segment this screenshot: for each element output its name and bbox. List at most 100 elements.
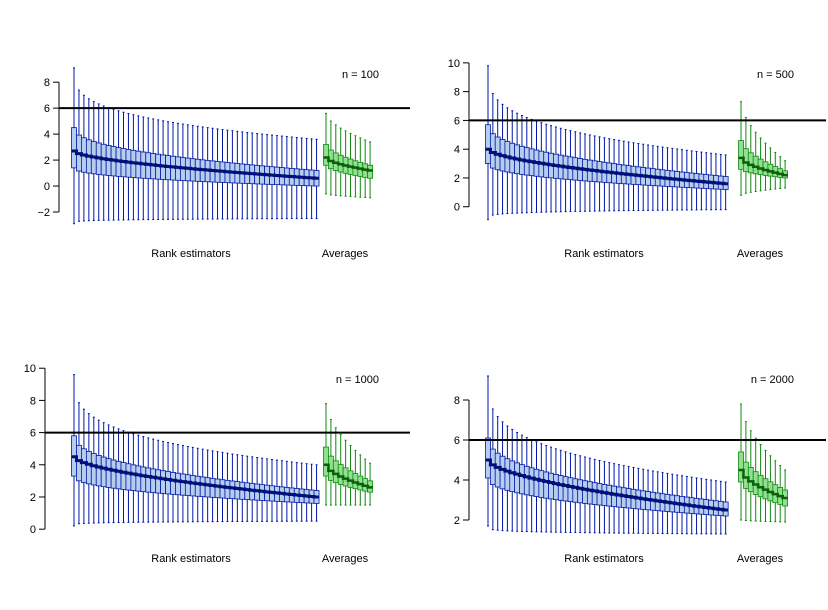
y-tick-label: 2	[30, 492, 36, 504]
avg-median-line	[323, 463, 373, 489]
y-tick-label: −2	[37, 207, 50, 219]
rank-box	[219, 479, 226, 499]
rank-box	[572, 478, 579, 503]
rank-box	[514, 462, 520, 494]
avg-box	[367, 164, 374, 179]
rank-box	[189, 475, 196, 497]
panel-title: n = 100	[342, 69, 379, 81]
y-tick-label: 4	[30, 460, 36, 472]
group-label-averages: Averages	[737, 553, 784, 565]
rank-box	[105, 458, 112, 488]
rank-box	[519, 464, 525, 495]
group-label-rank-estimators: Rank estimators	[151, 248, 231, 260]
rank-box	[548, 472, 554, 500]
rank-box	[120, 462, 127, 490]
y-tick-label: 4	[454, 475, 460, 487]
y-tick-label: 6	[44, 103, 50, 115]
panel-n-100: −2 0 2 4 6 8 n = 100 Rank estimators Averages	[37, 67, 410, 260]
rank-box	[591, 482, 598, 505]
group-label-averages: Averages	[737, 248, 784, 260]
rank-box	[214, 478, 221, 499]
rank-box	[145, 467, 152, 493]
rank-box	[582, 480, 588, 504]
panel-title: n = 1000	[336, 374, 379, 386]
rank-box	[165, 471, 171, 495]
y-tick-label: 2	[454, 173, 460, 185]
rank-box	[135, 465, 142, 492]
y-tick-label: 4	[44, 129, 50, 141]
y-tick-label: 0	[30, 524, 36, 536]
group-label-averages: Averages	[322, 248, 369, 260]
avg-median-line	[738, 156, 788, 177]
y-tick-label: 6	[454, 435, 460, 447]
rank-box	[557, 475, 564, 501]
rank-median-line	[71, 149, 320, 180]
rank-box	[125, 463, 132, 491]
rank-box	[95, 455, 102, 487]
panel-title: n = 2000	[751, 374, 794, 386]
y-tick-label: 0	[44, 181, 50, 193]
y-tick-label: 10	[448, 58, 460, 70]
rank-box	[485, 124, 491, 164]
rank-box	[523, 465, 530, 496]
rank-box	[562, 476, 569, 502]
rank-box	[601, 484, 608, 506]
group-label-rank-estimators: Rank estimators	[151, 553, 231, 565]
rank-median-line	[71, 455, 320, 499]
y-tick-label: 8	[454, 395, 460, 407]
rank-box	[85, 450, 92, 485]
group-label-rank-estimators: Rank estimators	[564, 553, 644, 565]
rank-box	[110, 459, 117, 489]
rank-box	[140, 466, 147, 493]
rank-box	[199, 476, 206, 498]
rank-box	[577, 479, 584, 504]
y-tick-label: 6	[454, 115, 460, 127]
rank-box	[596, 483, 603, 506]
y-tick-label: 2	[454, 515, 460, 527]
rank-box	[528, 467, 535, 497]
rank-box	[209, 477, 216, 498]
y-tick-label: 0	[454, 202, 460, 214]
rank-box	[533, 468, 540, 497]
rank-box	[130, 464, 137, 491]
rank-box	[504, 458, 511, 491]
rank-box	[175, 472, 181, 496]
rank-box	[179, 473, 186, 496]
panel-n-1000: 0 2 4 6 8 10 n = 1000 Rank estimators Averages	[24, 363, 410, 565]
rank-median-line	[485, 458, 729, 512]
rank-box	[567, 477, 574, 502]
rank-box	[553, 474, 559, 501]
rank-box	[543, 471, 550, 499]
rank-box	[538, 470, 545, 498]
group-label-rank-estimators: Rank estimators	[564, 248, 644, 260]
panel-title: n = 500	[757, 69, 794, 81]
rank-box	[170, 471, 176, 495]
panel-n-2000: 2 4 6 8 n = 2000 Rank estimators Averages	[454, 374, 826, 565]
group-label-averages: Averages	[322, 553, 369, 565]
y-tick-label: 2	[44, 155, 50, 167]
y-tick-label: 8	[454, 87, 460, 99]
avg-median-line	[323, 156, 373, 172]
avg-box	[738, 140, 744, 170]
rank-box	[90, 453, 97, 486]
rank-box	[71, 127, 77, 169]
y-tick-label: 4	[454, 144, 460, 156]
rank-box	[160, 470, 167, 494]
y-tick-label: 10	[24, 363, 36, 375]
rank-box	[485, 437, 491, 479]
avg-median-line	[738, 468, 788, 500]
panel-n-500: 0 2 4 6 8 10 n = 500 Rank estimators Averages	[448, 58, 826, 260]
rank-box	[115, 460, 122, 490]
rank-box	[204, 477, 211, 498]
rank-box	[586, 481, 593, 505]
rank-box	[194, 475, 201, 497]
rank-box	[184, 474, 191, 496]
rank-median-line	[485, 147, 729, 186]
y-tick-label: 8	[44, 77, 50, 89]
rank-box	[155, 469, 162, 494]
rank-box	[100, 456, 107, 488]
rank-box	[509, 460, 516, 493]
y-tick-label: 8	[30, 395, 36, 407]
y-tick-label: 6	[30, 428, 36, 440]
